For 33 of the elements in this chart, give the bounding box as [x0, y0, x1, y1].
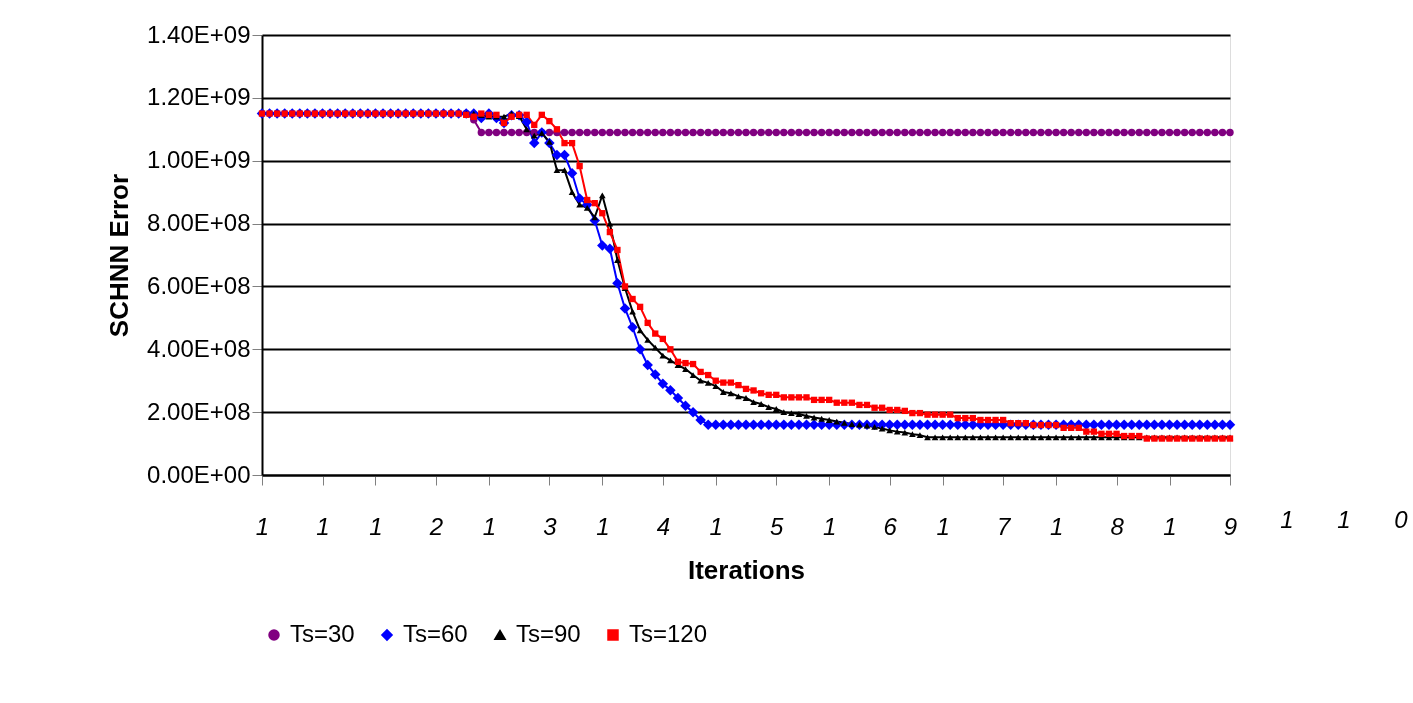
x-tick-label: 5	[770, 512, 785, 540]
x-tick-label: 1	[255, 512, 270, 540]
legend-label: Ts=90	[516, 620, 581, 647]
y-tick-label: 6.00E+08	[147, 271, 251, 299]
legend-label: Ts=120	[629, 620, 708, 647]
y-tick-label: 8.00E+08	[147, 209, 251, 237]
x-tick-label: 1	[482, 512, 497, 540]
x-tick-label: 6	[883, 512, 898, 540]
x-tick-label: 7	[996, 512, 1012, 540]
x-tick-label: 1	[596, 512, 610, 540]
y-tick-label: 0.00E+00	[147, 460, 251, 488]
x-tick-label: 1	[1049, 512, 1064, 540]
x-tick-label: 9	[1223, 512, 1238, 540]
y-tick-label: 1.20E+09	[147, 83, 251, 111]
x-tick-label: 1	[709, 512, 723, 540]
legend-label: Ts=60	[403, 620, 468, 647]
x-tick-label: 1	[823, 512, 837, 540]
y-tick-label: 2.00E+08	[147, 397, 251, 425]
x-tick-label: 1	[1163, 512, 1177, 540]
x-tick-label: 8	[1110, 512, 1125, 540]
x-tick-label: 1	[369, 512, 383, 540]
y-tick-label: 4.00E+08	[147, 334, 251, 362]
y-tick-label: 1.40E+09	[147, 20, 251, 48]
y-axis-title: SCHNN Error	[104, 173, 135, 338]
legend-label: Ts=30	[290, 620, 355, 647]
x-tick-label: 3	[543, 512, 558, 540]
x-tick-label: 1	[936, 512, 950, 540]
text: 0	[1394, 506, 1409, 533]
x-axis-title: Iterations	[687, 554, 806, 585]
x-tick-label: 2	[428, 512, 444, 540]
y-tick-label: 1.00E+09	[147, 146, 251, 174]
x-tick-label: 1	[316, 512, 330, 540]
x-tick-label: 4	[656, 512, 670, 540]
